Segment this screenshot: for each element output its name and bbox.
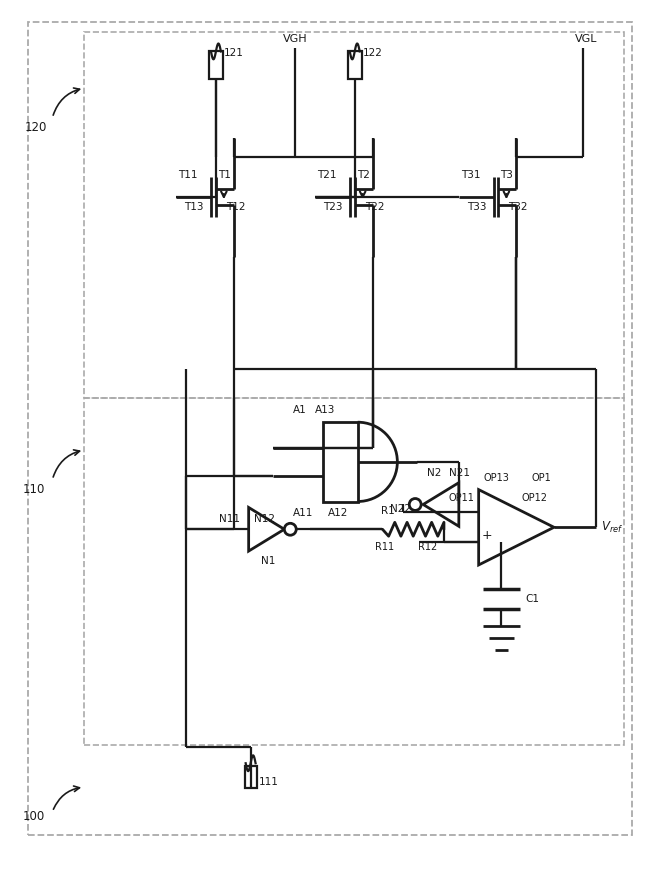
Text: T31: T31 bbox=[461, 171, 481, 180]
Text: R1: R1 bbox=[380, 507, 394, 517]
Text: T32: T32 bbox=[508, 202, 528, 212]
Text: 122: 122 bbox=[362, 48, 382, 59]
Circle shape bbox=[284, 524, 297, 535]
Text: VGH: VGH bbox=[284, 34, 308, 44]
Bar bbox=[209, 52, 223, 79]
Text: T1: T1 bbox=[218, 171, 231, 180]
Text: OP13: OP13 bbox=[484, 473, 510, 483]
Text: T12: T12 bbox=[226, 202, 245, 212]
Bar bbox=[84, 32, 625, 398]
Text: $V_{ref}$: $V_{ref}$ bbox=[601, 520, 623, 535]
Text: 120: 120 bbox=[25, 121, 47, 134]
Text: T22: T22 bbox=[364, 202, 384, 212]
Text: T13: T13 bbox=[184, 202, 203, 212]
Text: A11: A11 bbox=[293, 509, 313, 518]
Bar bbox=[84, 398, 625, 745]
Text: N2: N2 bbox=[427, 468, 441, 477]
Text: VGL: VGL bbox=[575, 34, 598, 44]
Text: 111: 111 bbox=[258, 777, 278, 787]
Text: +: + bbox=[481, 529, 492, 541]
Text: T21: T21 bbox=[317, 171, 337, 180]
Bar bbox=[245, 766, 256, 788]
Text: A12: A12 bbox=[328, 509, 348, 518]
Text: 110: 110 bbox=[23, 483, 45, 496]
Text: N11: N11 bbox=[219, 515, 240, 525]
Text: N21: N21 bbox=[449, 468, 470, 477]
Text: T2: T2 bbox=[357, 171, 370, 180]
Text: T11: T11 bbox=[178, 171, 198, 180]
Text: 100: 100 bbox=[23, 810, 45, 823]
Text: OP11: OP11 bbox=[449, 493, 475, 502]
Text: C1: C1 bbox=[525, 594, 539, 604]
Text: R12: R12 bbox=[418, 542, 437, 552]
Text: N1: N1 bbox=[260, 556, 275, 566]
Text: A1: A1 bbox=[293, 405, 307, 415]
Text: N12: N12 bbox=[254, 515, 275, 525]
Text: T3: T3 bbox=[501, 171, 514, 180]
Text: T33: T33 bbox=[467, 202, 486, 212]
Text: A13: A13 bbox=[315, 405, 335, 415]
Text: R11: R11 bbox=[375, 542, 393, 552]
Text: 121: 121 bbox=[224, 48, 244, 59]
Text: OP1: OP1 bbox=[531, 473, 551, 483]
FancyBboxPatch shape bbox=[323, 422, 358, 501]
Text: N22: N22 bbox=[390, 504, 412, 515]
Text: T23: T23 bbox=[323, 202, 342, 212]
Bar bbox=[348, 52, 362, 79]
Text: OP12: OP12 bbox=[521, 493, 547, 502]
Circle shape bbox=[410, 499, 421, 510]
